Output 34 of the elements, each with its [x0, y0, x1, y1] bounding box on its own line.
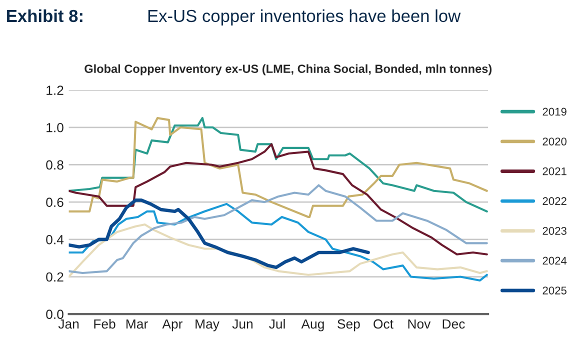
- x-tick-label: Apr: [162, 319, 183, 332]
- legend-label: 2025: [542, 286, 566, 294]
- x-tick-label: Jun: [232, 319, 252, 329]
- x-tick-label: Mar: [126, 319, 148, 329]
- text: Ex-US copper inventories have been low: [148, 9, 461, 26]
- x-tick-label: Oct: [374, 319, 394, 329]
- line-series: [68, 143, 488, 256]
- chart-title: Global Copper Inventory ex-US (LME, China Social, Bonded, mln tonnes): [84, 64, 492, 76]
- line-series: [68, 223, 488, 278]
- legend-label: 2021: [542, 167, 566, 176]
- legend-label: 2022: [542, 197, 566, 206]
- y-tick-label: 0.0: [46, 310, 64, 320]
- y-tick-label: 0.6: [46, 198, 64, 207]
- y-tick-label: 1.2: [46, 86, 64, 95]
- x-tick-label: Jul: [269, 318, 285, 329]
- y-tick-label: 0.2: [46, 272, 64, 282]
- x-tick-label: May: [196, 319, 220, 332]
- x-tick-label: Dec: [442, 319, 465, 329]
- x-tick-label: Jan: [58, 319, 79, 329]
- x-tick-label: Feb: [94, 318, 116, 329]
- text: Exhibit 8:: [7, 9, 82, 22]
- y-tick-label: 1.0: [46, 122, 64, 132]
- x-tick-label: Aug: [301, 319, 324, 332]
- legend-label: 2020: [542, 138, 567, 146]
- line-series: [68, 202, 488, 282]
- legend-label: 2019: [542, 108, 566, 116]
- x-tick-label: Nov: [408, 319, 431, 329]
- legend-label: 2024: [542, 256, 567, 265]
- line-series: [68, 184, 488, 274]
- line-series: [68, 198, 370, 270]
- y-tick-label: 0.8: [46, 160, 64, 170]
- legend-label: 2023: [542, 226, 566, 235]
- x-tick-label: Sep: [338, 319, 360, 332]
- y-tick-label: 0.4: [46, 234, 64, 244]
